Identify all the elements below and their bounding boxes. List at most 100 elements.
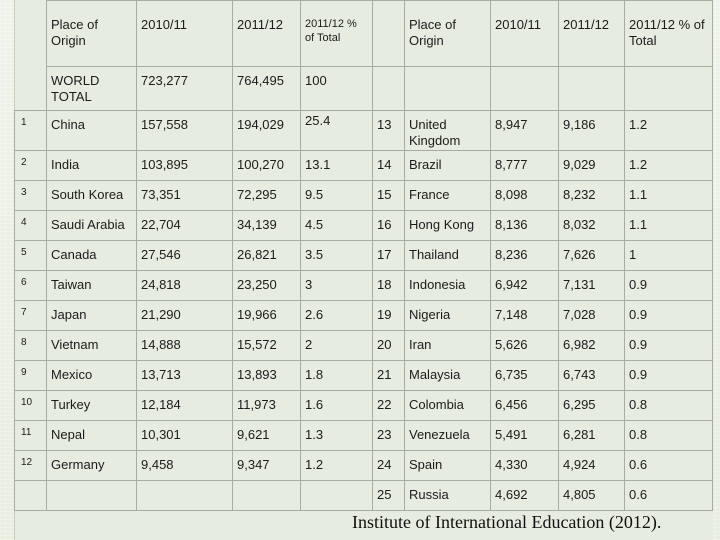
country-right: France xyxy=(404,180,491,211)
value-2010-11-right: 6,456 xyxy=(490,390,559,421)
pct-right: 1.1 xyxy=(624,180,713,211)
value-2011-12-left: 19,966 xyxy=(232,300,301,331)
value-2010-11-left: 103,895 xyxy=(136,150,233,181)
value-2011-12-left: 9,347 xyxy=(232,450,301,481)
header-origin-left: Place of Origin xyxy=(46,0,137,67)
value-2011-12-left: 194,029 xyxy=(232,110,301,151)
pct-right: 1 xyxy=(624,240,713,271)
country-left: Canada xyxy=(46,240,137,271)
world-total-pct: 100 xyxy=(300,66,373,111)
rank-left: 10 xyxy=(14,390,47,421)
pct-left: 1.6 xyxy=(300,390,373,421)
rank-right: 15 xyxy=(372,180,405,211)
table-row: 25 Russia 4,692 4,805 0.6 xyxy=(14,480,713,511)
world-total-row: WORLD TOTAL 723,277 764,495 100 xyxy=(15,66,713,111)
header-rank-right xyxy=(372,0,405,67)
country-left: India xyxy=(46,150,137,181)
value-2010-11-left: 157,558 xyxy=(136,110,233,151)
country-left: Taiwan xyxy=(46,270,137,301)
pct-right: 1.2 xyxy=(624,110,713,151)
table-row: 2 India 103,895 100,270 13.1 14 Brazil 8,777 9,0… xyxy=(14,150,713,181)
rank-left: 1 xyxy=(14,110,47,151)
rank-left: 12 xyxy=(14,450,47,481)
pct-left xyxy=(300,480,373,511)
pct-left: 2.6 xyxy=(300,300,373,331)
value-2010-11-right: 8,777 xyxy=(490,150,559,181)
value-2011-12-right: 4,924 xyxy=(558,450,625,481)
country-right: Malaysia xyxy=(404,360,491,391)
header-pct-left: 2011/12 % of Total xyxy=(300,0,373,67)
rank-right: 23 xyxy=(372,420,405,451)
table-row: 10 Turkey 12,184 11,973 1.6 22 Colombia 6,456 6,… xyxy=(14,390,713,421)
country-left: Vietnam xyxy=(46,330,137,361)
empty-cell xyxy=(404,66,491,111)
rank-right: 13 xyxy=(372,110,405,151)
country-left: Saudi Arabia xyxy=(46,210,137,241)
value-2010-11-right: 5,491 xyxy=(490,420,559,451)
country-left: Germany xyxy=(46,450,137,481)
value-2010-11-left: 9,458 xyxy=(136,450,233,481)
value-2010-11-left: 22,704 xyxy=(136,210,233,241)
country-left xyxy=(46,480,137,511)
value-2010-11-left: 24,818 xyxy=(136,270,233,301)
empty-cell xyxy=(624,66,713,111)
value-2011-12-right: 7,626 xyxy=(558,240,625,271)
country-right: Russia xyxy=(404,480,491,511)
rank-left: 7 xyxy=(14,300,47,331)
value-2010-11-left: 14,888 xyxy=(136,330,233,361)
value-2010-11-right: 8,947 xyxy=(490,110,559,151)
header-2010-11-right: 2010/11 xyxy=(490,0,559,67)
table-row: 11 Nepal 10,301 9,621 1.3 23 Venezuela 5,491 6,2… xyxy=(14,420,713,451)
header-pct-right: 2011/12 % of Total xyxy=(624,0,713,67)
country-right: Spain xyxy=(404,450,491,481)
value-2011-12-left: 26,821 xyxy=(232,240,301,271)
header-origin-right: Place of Origin xyxy=(404,0,491,67)
value-2010-11-left: 21,290 xyxy=(136,300,233,331)
value-2010-11-right: 8,236 xyxy=(490,240,559,271)
country-right: Hong Kong xyxy=(404,210,491,241)
rank-right: 16 xyxy=(372,210,405,241)
country-right: Nigeria xyxy=(404,300,491,331)
world-total-label: WORLD TOTAL xyxy=(46,66,137,111)
pct-right: 1.1 xyxy=(624,210,713,241)
table-row: 5 Canada 27,546 26,821 3.5 17 Thailand 8,236 7,6… xyxy=(14,240,713,271)
value-2011-12-right: 8,232 xyxy=(558,180,625,211)
value-2011-12-left: 11,973 xyxy=(232,390,301,421)
empty-cell xyxy=(558,66,625,111)
rank-right: 22 xyxy=(372,390,405,421)
table-row: 6 Taiwan 24,818 23,250 3 18 Indonesia 6,942 7,13… xyxy=(14,270,713,301)
value-2011-12-right: 7,131 xyxy=(558,270,625,301)
value-2011-12-right: 6,743 xyxy=(558,360,625,391)
rank-left: 3 xyxy=(14,180,47,211)
world-total-rank xyxy=(15,67,47,111)
world-total-2010-11: 723,277 xyxy=(136,66,233,111)
country-left: Nepal xyxy=(46,420,137,451)
value-2011-12-left: 13,893 xyxy=(232,360,301,391)
pct-right: 0.9 xyxy=(624,270,713,301)
rank-right: 20 xyxy=(372,330,405,361)
rank-left: 2 xyxy=(14,150,47,181)
pct-left: 13.1 xyxy=(300,150,373,181)
country-right: Indonesia xyxy=(404,270,491,301)
value-2010-11-right: 8,136 xyxy=(490,210,559,241)
country-left: China xyxy=(46,110,137,151)
value-2011-12-left: 100,270 xyxy=(232,150,301,181)
value-2011-12-right: 7,028 xyxy=(558,300,625,331)
value-2010-11-right: 6,735 xyxy=(490,360,559,391)
table-row: 9 Mexico 13,713 13,893 1.8 21 Malaysia 6,735 6,7… xyxy=(14,360,713,391)
pct-right: 0.8 xyxy=(624,420,713,451)
pct-right: 0.9 xyxy=(624,300,713,331)
value-2011-12-left: 34,139 xyxy=(232,210,301,241)
country-right: Iran xyxy=(404,330,491,361)
country-right: Thailand xyxy=(404,240,491,271)
rank-right: 17 xyxy=(372,240,405,271)
value-2011-12-right: 6,295 xyxy=(558,390,625,421)
country-right: Colombia xyxy=(404,390,491,421)
pct-left: 3.5 xyxy=(300,240,373,271)
header-rank-left xyxy=(15,1,47,67)
empty-cell xyxy=(490,66,559,111)
value-2011-12-left: 72,295 xyxy=(232,180,301,211)
table-row: 1 China 157,558 194,029 25.4 13 United Kingdom… xyxy=(14,110,713,151)
pct-right: 0.9 xyxy=(624,360,713,391)
value-2011-12-right: 6,982 xyxy=(558,330,625,361)
